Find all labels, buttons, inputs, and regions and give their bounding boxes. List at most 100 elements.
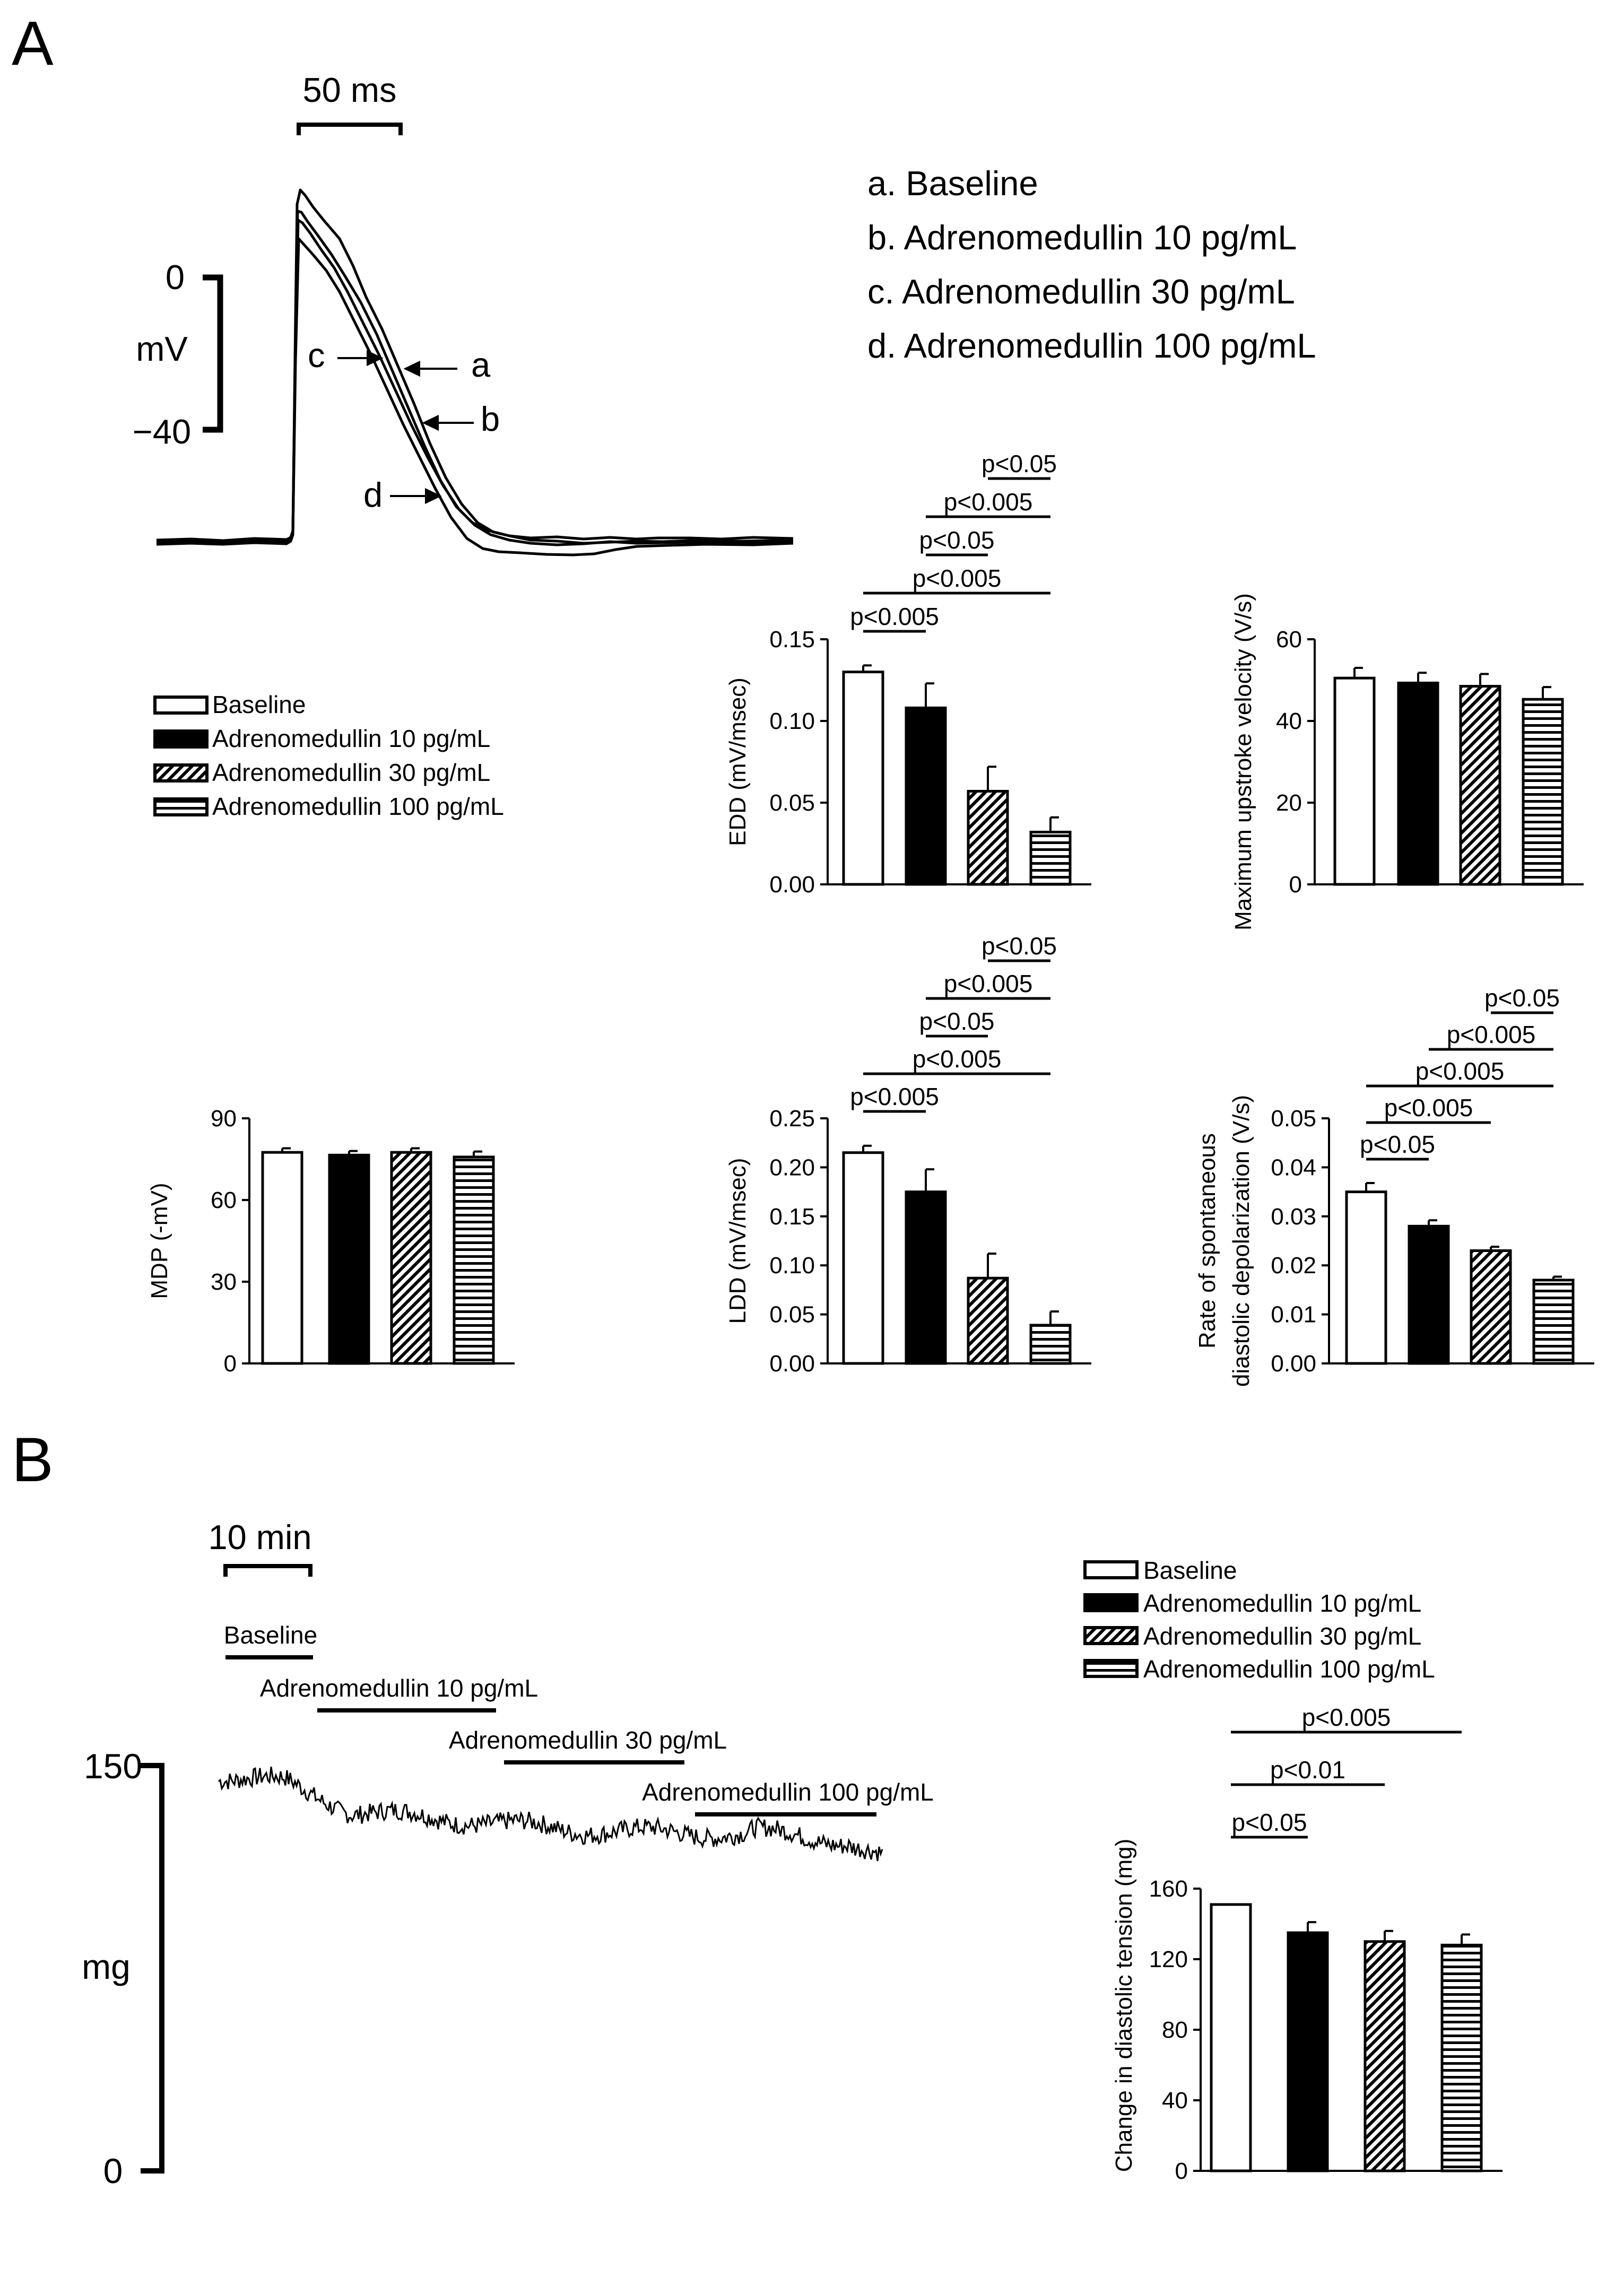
sig-label: p<0.05: [919, 1007, 995, 1035]
bar: [905, 1190, 947, 1365]
y-axis-label: EDD (mV/msec): [725, 677, 751, 846]
sig-label: p<0.005: [1384, 1094, 1473, 1122]
bar: [1333, 676, 1376, 886]
y-axis-label: Rate of spontaneous: [1194, 1133, 1220, 1349]
legend-item-am100: Adrenomedullin 100 pg/mL: [153, 793, 504, 820]
sig-label: p<0.05: [919, 526, 995, 554]
y-tick-label: 120: [1149, 1946, 1188, 1972]
trace-arrows: [337, 350, 474, 505]
trace-letter-c: c: [308, 336, 325, 375]
trace-key-d: d. Adrenomedullin 100 pg/mL: [867, 326, 1316, 365]
y-tick-label: 0.10: [769, 708, 815, 734]
panel-b-label: B: [12, 1425, 54, 1495]
voltage-scale-bottom: −40: [133, 412, 191, 451]
legend-item-baseline: Baseline: [153, 691, 306, 718]
y-axis-label: LDD (mV/msec): [725, 1158, 751, 1324]
sig-label: p<0.05: [1360, 1131, 1435, 1158]
bar: [967, 1276, 1009, 1365]
tension-time-scale-label: 10 min: [208, 1518, 311, 1557]
y-tick-label: 0.10: [769, 1253, 815, 1279]
sig-label: p<0.05: [982, 932, 1057, 960]
y-tick-label: 60: [1276, 627, 1302, 653]
y-tick-label: 0.03: [1271, 1204, 1316, 1230]
y-axis-label: diastolic depolarization (V/s): [1228, 1095, 1254, 1387]
sig-label: p<0.005: [850, 603, 939, 630]
sig-label: p<0.005: [913, 1045, 1002, 1073]
trace-key-a: a. Baseline: [867, 164, 1038, 203]
y-tick-label: 0: [224, 1351, 237, 1377]
svg-text:Adrenomedullin 100 pg/mL: Adrenomedullin 100 pg/mL: [1143, 1655, 1435, 1683]
y-tick-label: 0.05: [1271, 1106, 1316, 1132]
trace-key: a. Baseline b. Adrenomedullin 10 pg/mL c…: [867, 164, 1316, 365]
bar: [1364, 1940, 1406, 2172]
legend-b-item-am100: Adrenomedullin 100 pg/mL: [1083, 1655, 1435, 1683]
bar: [1459, 685, 1501, 886]
protocol-label-am10: Adrenomedullin 10 pg/mL: [260, 1674, 538, 1702]
y-tick-label: 0.15: [769, 627, 815, 653]
tension-trace: [218, 1767, 883, 1862]
sig-label: p<0.05: [982, 450, 1057, 477]
y-tick-label: 0.05: [769, 1302, 815, 1328]
sig-label: p<0.005: [1302, 1703, 1391, 1731]
legend-b-item-am30: Adrenomedullin 30 pg/mL: [1083, 1622, 1421, 1650]
y-tick-label: 20: [1276, 790, 1302, 816]
time-scale-bar: [297, 123, 403, 135]
trace-letter-d: d: [363, 475, 383, 514]
y-tick-label: 0.20: [769, 1154, 815, 1180]
bar: [1287, 1931, 1329, 2172]
protocol-label-am100: Adrenomedullin 100 pg/mL: [642, 1778, 934, 1806]
y-tick-label: 90: [211, 1106, 237, 1132]
legend-item-am30: Adrenomedullin 30 pg/mL: [153, 759, 490, 786]
bar: [1397, 681, 1439, 886]
y-tick-label: 30: [211, 1269, 237, 1295]
bar: [261, 1151, 303, 1365]
y-tick-label: 60: [211, 1187, 237, 1213]
tension-scale-unit: mg: [82, 1947, 131, 1986]
voltage-scale-unit: mV: [136, 329, 188, 368]
y-tick-label: 40: [1276, 708, 1302, 734]
legend-b-item-am10: Adrenomedullin 10 pg/mL: [1083, 1589, 1421, 1617]
time-scale-label: 50 ms: [302, 71, 396, 109]
svg-text:Baseline: Baseline: [1143, 1557, 1237, 1584]
sig-label: p<0.005: [944, 488, 1033, 516]
bar: [1210, 1903, 1252, 2172]
svg-text:Adrenomedullin 30 pg/mL: Adrenomedullin 30 pg/mL: [1143, 1622, 1421, 1650]
sig-label: p<0.005: [913, 564, 1002, 592]
svg-text:Adrenomedullin 30 pg/mL: Adrenomedullin 30 pg/mL: [212, 759, 490, 786]
y-tick-label: 0: [1289, 872, 1302, 898]
chart-mdp: 0 30 60 90 MDP (-mV): [146, 1106, 515, 1377]
chart-tension: 0 40 80 120 160 Change in diastolic tension (…: [1111, 1703, 1503, 2184]
chart-upstroke: 0 20 40 60 Maximum upstroke velocity (V/s): [1230, 593, 1584, 931]
bar: [842, 671, 884, 886]
trace-key-b: b. Adrenomedullin 10 pg/mL: [867, 218, 1297, 257]
sig-label: p<0.005: [850, 1083, 939, 1110]
y-tick-label: 40: [1162, 2088, 1188, 2114]
action-potential-trace: 50 ms 0 mV −40 a b c d: [133, 71, 794, 557]
bar: [1522, 698, 1564, 886]
bar: [1029, 1324, 1072, 1365]
protocol-bars: [225, 1655, 876, 1816]
y-tick-label: 0.00: [1271, 1351, 1316, 1377]
svg-text:Adrenomedullin 10 pg/mL: Adrenomedullin 10 pg/mL: [212, 725, 490, 752]
tension-scale-bottom: 0: [103, 2151, 123, 2190]
sig-label: p<0.005: [1447, 1021, 1536, 1048]
y-tick-label: 0.04: [1271, 1154, 1316, 1180]
y-axis-label: Change in diastolic tension (mg): [1111, 1839, 1137, 2172]
voltage-scale-top: 0: [166, 258, 185, 297]
panel-a-label: A: [12, 8, 54, 79]
bar: [1532, 1279, 1575, 1365]
svg-text:Adrenomedullin 10 pg/mL: Adrenomedullin 10 pg/mL: [1143, 1589, 1421, 1617]
trace-letter-b: b: [481, 399, 500, 438]
sig-label: p<0.005: [944, 970, 1033, 997]
bar: [842, 1151, 884, 1365]
trace-d: [156, 237, 794, 557]
tension-trace-panel: 10 min Baseline Adrenomedullin 10 pg/mL …: [82, 1518, 934, 2190]
sig-label: p<0.05: [1484, 984, 1560, 1012]
bar: [390, 1151, 432, 1365]
bar: [905, 706, 947, 886]
chart-edd: 0.00 0.05 0.10 0.15 EDD (mV/msec) p<0.005 p<0.…: [725, 450, 1091, 898]
trace-key-c: c. Adrenomedullin 30 pg/mL: [867, 272, 1295, 311]
legend-b-item-baseline: Baseline: [1083, 1557, 1237, 1584]
voltage-scale-bar: [203, 274, 223, 433]
